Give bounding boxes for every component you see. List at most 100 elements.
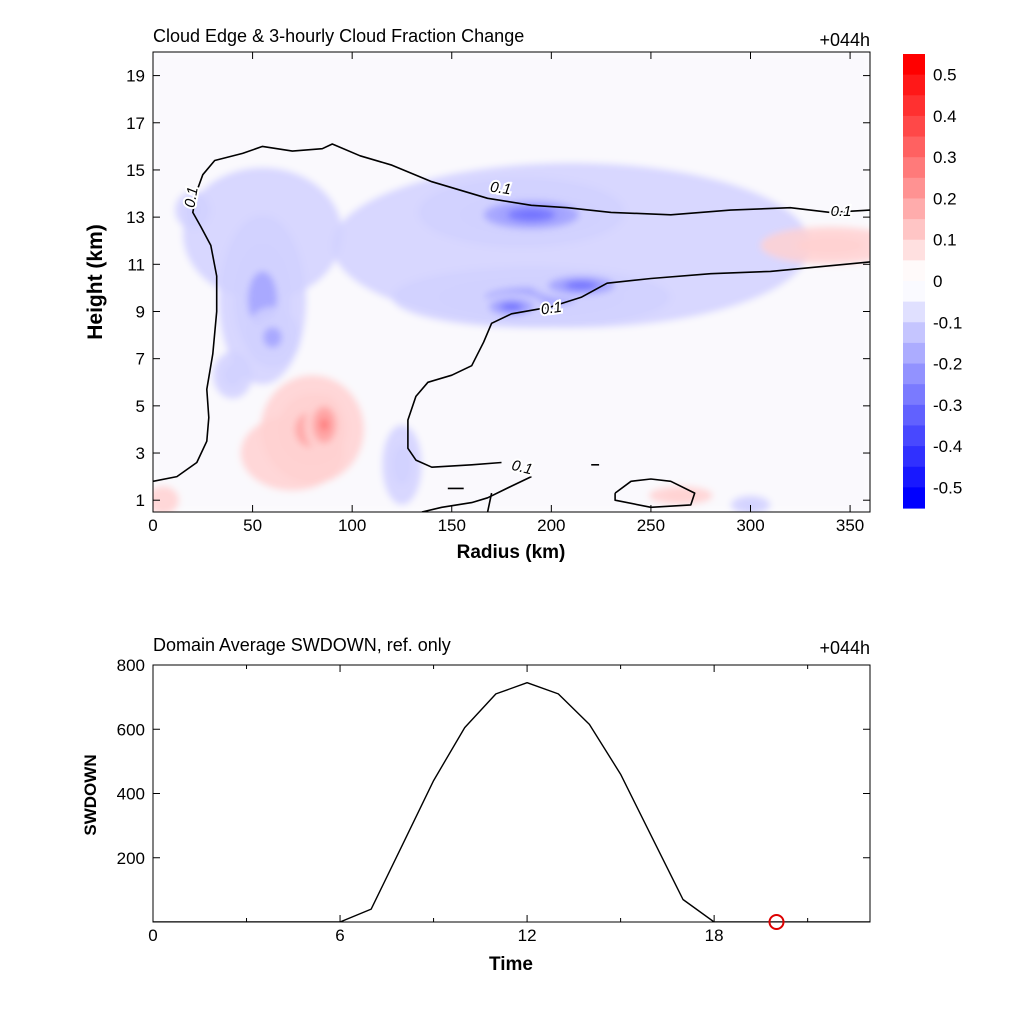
colorbar-label: 0.5: [933, 66, 957, 85]
y-tick-label: 9: [136, 302, 145, 321]
x-tick-label: 12: [518, 926, 537, 945]
y-tick-label: 1: [136, 491, 145, 510]
cloud-fraction-panel: Cloud Edge & 3-hourly Cloud Fraction Cha…: [84, 26, 962, 563]
colorbar-swatch: [903, 219, 925, 241]
colorbar-label: -0.4: [933, 437, 962, 456]
bottom-y-axis-label: SWDOWN: [81, 754, 100, 835]
colorbar-swatch: [903, 157, 925, 179]
x-tick-label: 6: [335, 926, 344, 945]
x-tick-label: 200: [537, 516, 565, 535]
negative-change-blob: [505, 304, 518, 309]
colorbar-swatch: [903, 198, 925, 220]
swdown-panel: Domain Average SWDOWN, ref. only +044h 0…: [81, 635, 871, 975]
swdown-series: [153, 682, 870, 922]
colorbar-label: -0.3: [933, 396, 962, 415]
colorbar-label: 0: [933, 272, 942, 291]
y-tick-label: 200: [117, 849, 145, 868]
colorbar-swatch: [903, 239, 925, 261]
colorbar-label: 0.4: [933, 107, 957, 126]
colorbar-label: -0.2: [933, 355, 962, 374]
colorbar-swatch: [903, 54, 925, 76]
x-tick-label: 50: [243, 516, 262, 535]
negative-change-blob: [392, 444, 412, 485]
contour-label: 0.1: [181, 185, 201, 208]
negative-change-blob: [263, 327, 282, 348]
cloud-edge-contour: [153, 143, 870, 483]
cloud-edge-contour: [407, 261, 870, 468]
colorbar-swatch: [903, 384, 925, 406]
current-time-marker: [768, 914, 785, 930]
colorbar-swatch: [903, 322, 925, 344]
bottom-axis-ticks: 0 6 12 18 200 400 600 800: [117, 656, 870, 945]
contour-label: 0.1: [489, 179, 512, 199]
y-tick-label: 3: [136, 444, 145, 463]
positive-change-blob: [320, 418, 329, 431]
x-tick-label: 300: [736, 516, 764, 535]
colorbar-swatch: [903, 74, 925, 96]
y-tick-label: 13: [126, 208, 145, 227]
cloud-edge-contour-labels: 0.1 0.1 0.1 0.1 0.1: [179, 177, 853, 481]
colorbar-label: 0.3: [933, 148, 957, 167]
top-plot-frame: [152, 51, 871, 513]
colorbar: 0.5 0.4 0.3 0.2 0.1 0 -0.1 -0.2 -0.3 -0.4 -0.5: [903, 54, 962, 509]
y-tick-label: 7: [136, 350, 145, 369]
y-tick-label: 15: [126, 161, 145, 180]
colorbar-label: 0.1: [933, 231, 957, 250]
y-tick-label: 800: [117, 656, 145, 675]
current-time-marker-layer: [768, 914, 785, 930]
y-tick-label: 600: [117, 720, 145, 739]
colorbar-swatch: [903, 301, 925, 323]
negative-change-blob: [572, 283, 590, 288]
x-tick-label: 150: [438, 516, 466, 535]
colorbar-swatch: [903, 281, 925, 303]
colorbar-swatch: [903, 115, 925, 138]
y-tick-label: 11: [127, 255, 145, 274]
cloud-edge-contour: [421, 475, 532, 512]
positive-change-blob: [795, 236, 866, 255]
colorbar-label: 0.2: [933, 190, 957, 209]
colorbar-swatch: [903, 404, 925, 427]
x-tick-label: 18: [705, 926, 724, 945]
negative-change-blob: [740, 500, 761, 510]
colorbar-swatch: [903, 136, 925, 158]
x-tick-label: 350: [836, 516, 864, 535]
colorbar-label: -0.1: [933, 313, 962, 332]
cloud-edge-contours: [153, 143, 870, 512]
positive-change-blob: [664, 490, 697, 501]
top-chart-time-label: +044h: [819, 30, 870, 50]
colorbar-swatch: [903, 446, 925, 468]
x-tick-label: 0: [148, 516, 157, 535]
colorbar-swatch: [903, 363, 925, 385]
colorbar-swatch: [903, 425, 925, 447]
y-tick-label: 17: [126, 114, 145, 133]
top-chart-title: Cloud Edge & 3-hourly Cloud Fraction Cha…: [153, 26, 524, 46]
bottom-chart-title: Domain Average SWDOWN, ref. only: [153, 635, 451, 655]
negative-change-blob: [519, 211, 544, 219]
cloud-edge-contour: [486, 492, 493, 512]
colorbar-swatch: [903, 177, 925, 200]
colorbar-swatch: [903, 342, 925, 365]
colorbar-swatch: [903, 466, 925, 488]
y-tick-label: 400: [117, 785, 145, 804]
bottom-plot-frame: [152, 664, 871, 923]
bottom-x-axis-label: Time: [489, 954, 533, 975]
swdown-line: [153, 682, 870, 922]
x-tick-label: 0: [148, 926, 157, 945]
top-x-axis-label: Radius (km): [457, 542, 566, 563]
colorbar-swatch: [903, 487, 925, 509]
cloud-fraction-change-field: [153, 52, 870, 512]
contour-label: 0.1: [540, 299, 563, 319]
top-y-axis-label: Height (km): [84, 224, 107, 340]
y-tick-label: 19: [126, 67, 145, 86]
y-tick-label: 5: [136, 397, 145, 416]
colorbar-swatch: [903, 95, 925, 117]
cloud-edge-contour: [614, 478, 696, 509]
contour-label: 0.1: [831, 203, 852, 220]
x-tick-label: 250: [637, 516, 665, 535]
bottom-chart-time-label: +044h: [819, 638, 870, 658]
positive-change-blob: [153, 486, 179, 512]
colorbar-swatch: [903, 260, 925, 282]
x-tick-label: 100: [338, 516, 366, 535]
